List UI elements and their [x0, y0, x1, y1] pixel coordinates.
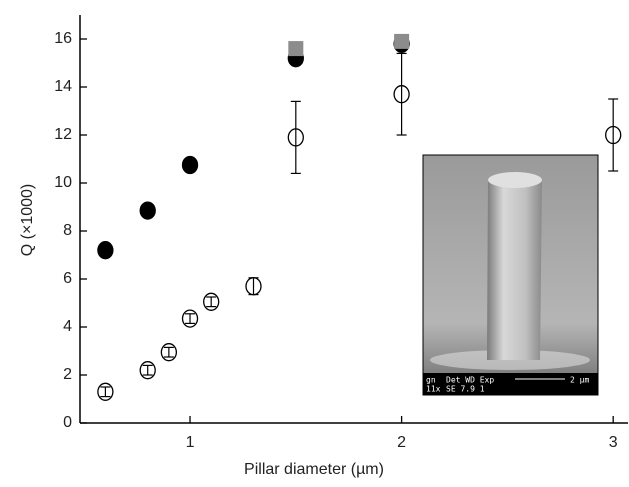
marker [160, 343, 178, 362]
inset-scale-label: 2 µm [570, 376, 589, 385]
inset-info: 11x [426, 385, 441, 394]
x-axis-label: Pillar diameter (µm) [244, 461, 384, 478]
y-axis-label: Q (×1000) [19, 184, 36, 256]
marker [203, 292, 220, 311]
y-tick-label: 12 [54, 126, 72, 143]
y-tick-label: 8 [63, 222, 72, 239]
marker [394, 33, 410, 49]
inset-info: gn [426, 376, 436, 385]
inset-pillar [487, 174, 542, 360]
y-tick-label: 16 [54, 30, 72, 47]
marker [605, 125, 622, 145]
y-tick-label: 2 [63, 366, 72, 383]
marker [97, 241, 114, 260]
inset-pillar-top [488, 172, 542, 188]
y-tick-label: 10 [54, 174, 72, 191]
x-tick-label: 1 [186, 434, 195, 451]
y-tick-label: 4 [63, 318, 72, 335]
y-tick-label: 14 [54, 78, 72, 95]
marker [139, 361, 156, 380]
marker [393, 85, 410, 104]
marker [181, 155, 199, 175]
marker [139, 201, 156, 220]
inset-image: gn 11x Det WD Exp SE 7.9 1 2 µm [422, 154, 599, 396]
inset-info: SE 7.9 1 [446, 385, 485, 394]
marker [181, 309, 199, 328]
marker [97, 382, 114, 401]
y-tick-label: 0 [63, 414, 72, 431]
marker [245, 277, 262, 296]
marker [287, 128, 304, 147]
y-tick-label: 6 [63, 270, 72, 287]
inset-info: Det WD Exp [446, 376, 494, 385]
x-tick-label: 2 [397, 434, 406, 451]
marker [288, 41, 304, 57]
x-tick-label: 3 [609, 434, 618, 451]
